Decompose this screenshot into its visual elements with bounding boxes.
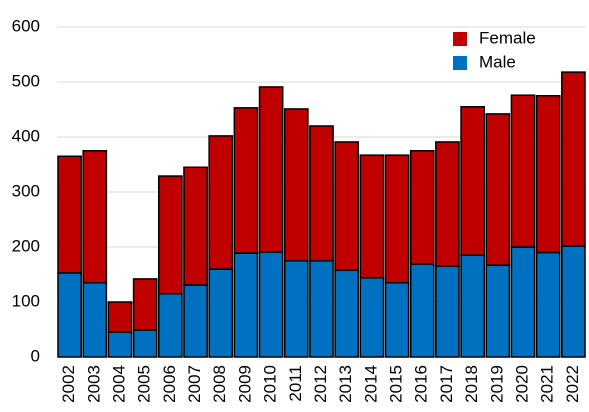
x-tick-label: 2004 bbox=[109, 365, 128, 403]
x-tick-label: 2016 bbox=[412, 365, 431, 403]
bar-segment bbox=[258, 86, 284, 253]
bar-segment bbox=[535, 251, 561, 358]
bar-segment bbox=[359, 277, 385, 358]
bar-segment bbox=[183, 166, 208, 286]
bar-segment bbox=[283, 108, 309, 262]
bar-segment bbox=[510, 94, 536, 248]
bar-segment bbox=[510, 246, 536, 358]
x-tick-label: 2014 bbox=[361, 365, 380, 403]
x-tick-label: 2002 bbox=[59, 365, 78, 403]
x-tick-label: 2003 bbox=[84, 365, 103, 403]
bar-segment bbox=[158, 175, 183, 295]
bar-segment bbox=[183, 284, 208, 358]
x-tick-label: 2005 bbox=[135, 365, 154, 403]
bar-segment bbox=[107, 301, 133, 333]
x-tick-label: 2008 bbox=[210, 365, 229, 403]
bar-segment bbox=[561, 71, 586, 247]
x-tick-label: 2015 bbox=[387, 365, 406, 403]
bar-segment bbox=[409, 263, 435, 358]
bar-segment bbox=[409, 150, 435, 265]
x-tick-label: 2017 bbox=[437, 365, 456, 403]
bar-segment bbox=[309, 260, 334, 358]
legend-swatch bbox=[453, 32, 467, 46]
legend-label: Female bbox=[479, 28, 536, 47]
bar-segment bbox=[208, 268, 234, 358]
x-tick-label: 2013 bbox=[336, 365, 355, 403]
bar-segment bbox=[233, 107, 259, 254]
x-tick-label: 2018 bbox=[462, 365, 481, 403]
x-tick-label: 2012 bbox=[311, 365, 330, 403]
bar-segment bbox=[435, 141, 460, 267]
bar-segment bbox=[460, 106, 485, 256]
bar-segment bbox=[485, 113, 511, 266]
bar-segment bbox=[132, 329, 158, 358]
x-tick-label: 2020 bbox=[513, 365, 532, 403]
legend-swatch bbox=[453, 56, 467, 70]
bar-segment bbox=[82, 150, 108, 284]
x-tick-label: 2022 bbox=[563, 365, 582, 403]
x-tick-label: 2007 bbox=[185, 365, 204, 403]
bar-segment bbox=[384, 282, 410, 358]
bar-segment bbox=[57, 155, 82, 274]
bar-segment bbox=[158, 293, 183, 358]
y-tick-label: 100 bbox=[12, 291, 40, 310]
bar-segment bbox=[535, 95, 561, 254]
x-tick-label: 2011 bbox=[286, 365, 305, 402]
bar-segment bbox=[107, 331, 133, 358]
bar-segment bbox=[334, 269, 360, 358]
y-tick-label: 600 bbox=[12, 16, 40, 35]
bar-segment bbox=[258, 251, 284, 358]
legend-label: Male bbox=[479, 52, 516, 71]
y-tick-label: 300 bbox=[12, 181, 40, 200]
y-tick-label: 200 bbox=[12, 236, 40, 255]
bar-segment bbox=[384, 154, 410, 284]
bar-segment bbox=[334, 141, 360, 271]
bar-segment bbox=[132, 278, 158, 331]
y-tick-label: 0 bbox=[31, 346, 40, 365]
x-tick-label: 2009 bbox=[235, 365, 254, 403]
bar-segment bbox=[283, 260, 309, 358]
y-tick-label: 500 bbox=[12, 71, 40, 90]
bar-segment bbox=[208, 135, 234, 270]
x-tick-label: 2006 bbox=[160, 365, 179, 403]
x-tick-label: 2019 bbox=[487, 365, 506, 403]
x-tick-label: 2010 bbox=[261, 365, 280, 403]
bar-segment bbox=[233, 252, 259, 358]
x-tick-label: 2021 bbox=[538, 365, 557, 403]
bar-segment bbox=[460, 254, 485, 358]
bar-segment bbox=[561, 245, 586, 358]
bar-segment bbox=[359, 154, 385, 279]
y-tick-label: 400 bbox=[12, 126, 40, 145]
bar-segment bbox=[309, 125, 334, 262]
bar-segment bbox=[57, 272, 82, 358]
bar-segment bbox=[82, 282, 108, 358]
bar-segment bbox=[435, 265, 460, 358]
bar-segment bbox=[485, 264, 511, 358]
